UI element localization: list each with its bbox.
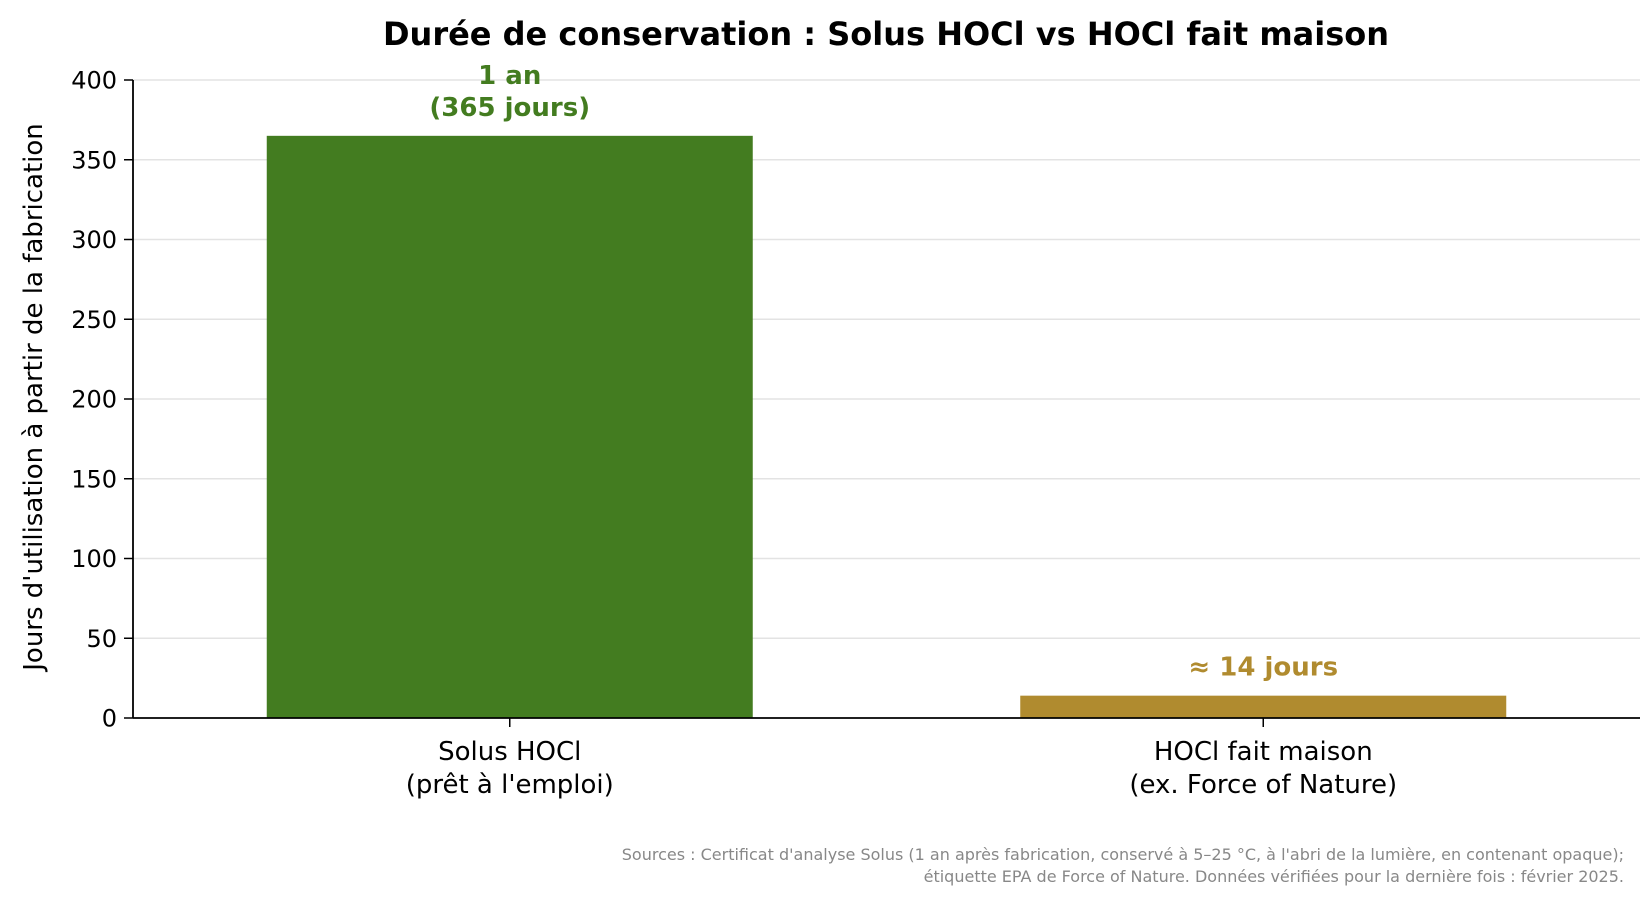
- y-tick-label: 350: [71, 146, 117, 174]
- bars: [266, 135, 1507, 718]
- y-tick-label: 250: [71, 306, 117, 334]
- bar: [1020, 695, 1507, 718]
- y-tick-label: 200: [71, 386, 117, 414]
- data-labels: 1 an (365 jours) ≈ 14 jours: [429, 61, 1338, 683]
- y-tick-label: 400: [71, 67, 117, 95]
- x-tick-label: Solus HOCl (prêt à l'emploi): [406, 737, 614, 800]
- y-tick-label: 0: [102, 705, 117, 733]
- y-axis-label: Jours d'utilisation à partir de la fabri…: [19, 123, 49, 673]
- source-note-text: Sources : Certificat d'analyse Solus (1 …: [622, 845, 1624, 886]
- y-tick-label: 100: [71, 545, 117, 573]
- y-tick-label: 50: [86, 625, 117, 653]
- y-tick-label: 150: [71, 465, 117, 493]
- y-ticks: 0 50 100 150 200 250 300 350 400: [71, 67, 133, 733]
- source-note: Sources : Certificat d'analyse Solus (1 …: [622, 845, 1624, 886]
- y-tick-label: 300: [71, 226, 117, 254]
- data-label: 1 an (365 jours): [429, 61, 590, 123]
- bar: [266, 135, 753, 718]
- data-label: ≈ 14 jours: [1188, 653, 1338, 683]
- x-ticks: Solus HOCl (prêt à l'emploi) HOCl fait mai…: [406, 718, 1397, 800]
- chart-title: Durée de conservation : Solus HOCl vs HO…: [383, 15, 1389, 53]
- x-tick-label: HOCl fait maison (ex. Force of Nature): [1129, 737, 1397, 800]
